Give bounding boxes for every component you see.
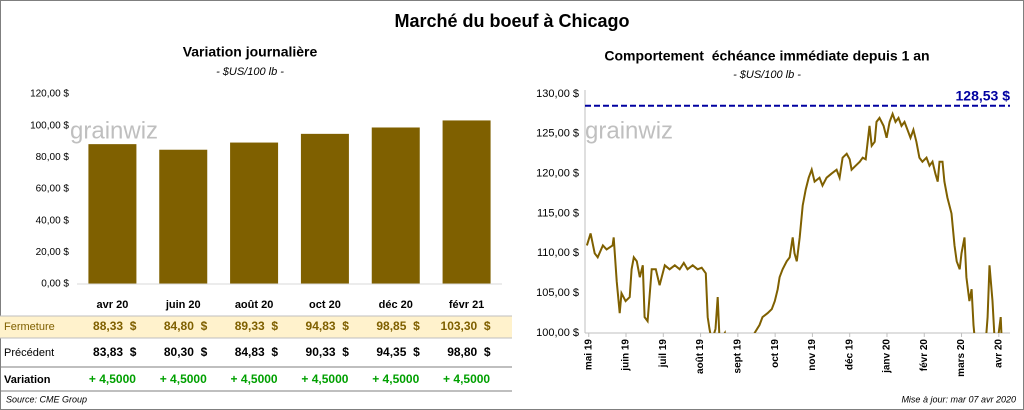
x-tick-label: déc 19 [844,339,855,371]
bar [159,149,208,284]
x-tick-label: sept 19 [732,339,743,374]
table-cell: + 4,5000 [372,372,419,386]
table-cell: 88,33 $ [93,319,137,333]
table-cell: 80,30 $ [164,345,208,359]
y-tick-label: 100,00 $ [536,327,579,339]
table-cell: 103,30 $ [441,319,491,333]
chart-title: Variation journalière [183,44,318,60]
bar [88,144,137,284]
y-tick-label: 60,00 $ [36,184,70,195]
y-tick-label: 120,00 $ [30,89,69,100]
x-tick-label: avr 20 [993,339,1004,368]
table-cell: + 4,5000 [89,372,136,386]
x-tick-label: août 19 [695,339,706,374]
x-tick-label: févr 20 [919,339,930,372]
bar [442,120,491,284]
bar [230,142,279,284]
y-tick-label: 110,00 $ [537,247,579,259]
x-tick-label: déc 20 [379,299,413,311]
table-cell: 84,83 $ [235,345,279,359]
table-cell: 94,83 $ [306,319,350,333]
y-tick-label: 120,00 $ [536,168,579,180]
source: Source: CME Group [6,394,87,404]
table-cell: + 4,5000 [231,372,278,386]
reference-label: 128,53 $ [956,87,1011,103]
table-cell: 98,85 $ [376,319,420,333]
x-tick-label: mars 20 [956,339,967,377]
x-tick-label: juin 20 [165,299,201,311]
x-tick-label: janv 20 [882,339,893,374]
y-tick-label: 130,00 $ [536,88,579,100]
bar [300,133,349,284]
chart-subtitle: - $US/100 lb - [216,66,284,78]
bar [371,127,420,284]
main-title: Marché du boeuf à Chicago [394,11,629,31]
x-tick-label: mai 19 [583,339,594,371]
table-cell: 89,33 $ [235,319,279,333]
watermark: grainwiz [585,117,673,144]
chart-title: Comportement échéance immédiate depuis 1… [604,48,929,64]
y-tick-label: 125,00 $ [536,128,579,140]
y-tick-label: 80,00 $ [36,152,70,163]
row-label: Variation [4,374,51,386]
x-tick-label: juil 19 [658,339,669,369]
x-tick-label: avr 20 [97,299,129,311]
y-tick-label: 105,00 $ [536,287,579,299]
updated: Mise à jour: mar 07 avr 2020 [901,394,1016,404]
table-cell: 90,33 $ [306,345,350,359]
table-cell: 84,80 $ [164,319,208,333]
x-tick-label: oct 20 [309,299,341,311]
y-tick-label: 40,00 $ [36,215,70,226]
x-tick-label: nov 19 [807,339,818,371]
x-tick-label: juin 19 [621,339,632,372]
watermark: grainwiz [70,117,158,144]
table-cell: 94,35 $ [376,345,420,359]
x-tick-label: févr 21 [449,299,484,311]
y-tick-label: 0,00 $ [41,279,69,290]
row-highlight [0,316,512,338]
row-label: Précédent [4,347,54,359]
table-cell: 98,80 $ [447,345,491,359]
y-tick-label: 20,00 $ [36,247,70,258]
y-tick-label: 115,00 $ [537,207,579,219]
table-cell: + 4,5000 [443,372,490,386]
y-tick-label: 100,00 $ [30,120,69,131]
table-cell: 83,83 $ [93,345,137,359]
x-tick-label: août 20 [235,299,274,311]
row-label: Fermeture [4,321,55,333]
chart-subtitle: - $US/100 lb - [733,69,801,81]
table-cell: + 4,5000 [160,372,207,386]
table-cell: + 4,5000 [301,372,348,386]
price-line [585,111,1003,333]
x-tick-label: oct 19 [770,339,781,368]
